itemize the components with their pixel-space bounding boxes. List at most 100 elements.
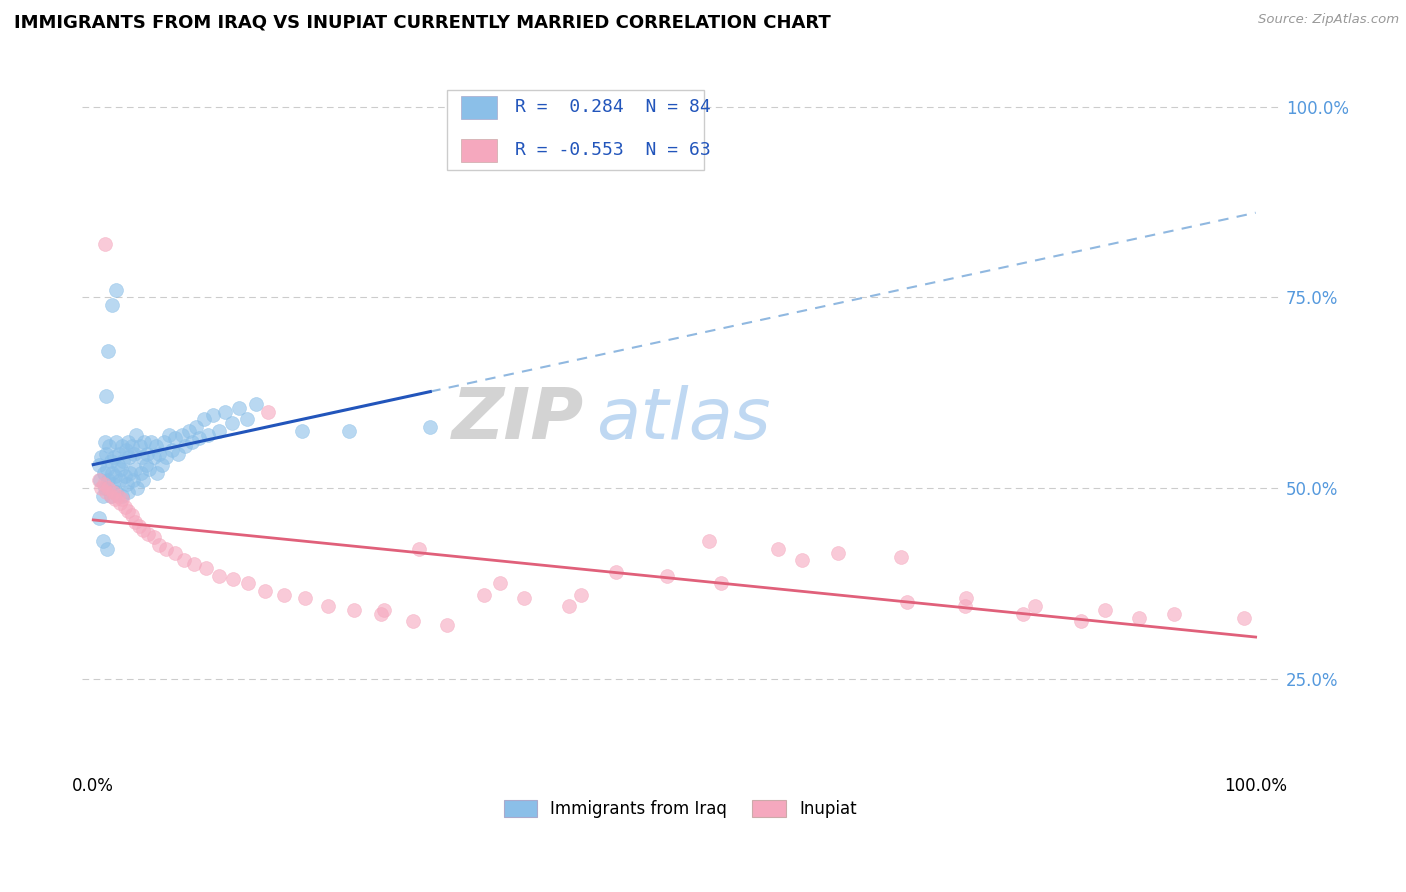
Point: [571, 588, 593, 602]
Point: [93, 466, 115, 480]
Point: [128, 439, 150, 453]
Point: [657, 568, 679, 582]
Point: [90, 481, 112, 495]
Point: [148, 538, 170, 552]
Point: [291, 424, 314, 438]
Point: [163, 431, 186, 445]
Point: [170, 427, 193, 442]
Point: [136, 526, 159, 541]
Text: R = -0.553  N = 63: R = -0.553 N = 63: [515, 141, 711, 160]
Point: [121, 508, 143, 522]
Point: [111, 439, 134, 453]
Point: [373, 603, 395, 617]
Point: [197, 427, 219, 442]
Point: [117, 484, 139, 499]
Point: [557, 599, 579, 613]
Point: [155, 450, 177, 465]
Point: [436, 618, 458, 632]
Point: [316, 599, 339, 613]
Point: [167, 446, 190, 460]
Point: [97, 343, 120, 358]
Point: [173, 553, 195, 567]
Point: [141, 435, 163, 450]
Point: [100, 489, 122, 503]
Point: [955, 591, 977, 606]
Point: [155, 541, 177, 556]
Point: [87, 511, 110, 525]
Point: [1233, 610, 1256, 624]
Point: [97, 481, 120, 495]
Point: [142, 531, 165, 545]
Point: [121, 473, 143, 487]
Point: [114, 442, 136, 457]
Point: [132, 523, 155, 537]
Point: [105, 484, 128, 499]
Point: [104, 492, 127, 507]
Point: [162, 442, 184, 457]
Point: [100, 454, 122, 468]
Point: [145, 439, 167, 453]
Point: [127, 481, 149, 495]
Point: [710, 576, 733, 591]
Point: [183, 557, 205, 571]
Point: [101, 484, 124, 499]
Point: [96, 462, 118, 476]
Point: [101, 466, 124, 480]
Point: [98, 439, 121, 453]
Text: R =  0.284  N = 84: R = 0.284 N = 84: [515, 98, 711, 117]
Point: [342, 603, 364, 617]
Text: ZIP: ZIP: [453, 384, 585, 454]
Point: [184, 420, 207, 434]
Point: [101, 298, 124, 312]
Point: [766, 541, 789, 556]
Point: [117, 504, 139, 518]
Point: [110, 462, 132, 476]
Point: [87, 458, 110, 472]
Point: [111, 489, 134, 503]
Point: [120, 466, 142, 480]
Point: [135, 446, 157, 460]
Point: [245, 397, 267, 411]
Point: [214, 404, 236, 418]
Point: [94, 389, 117, 403]
Point: [142, 450, 165, 465]
Point: [134, 435, 156, 450]
Point: [294, 591, 316, 606]
Point: [108, 473, 131, 487]
Point: [157, 427, 180, 442]
Point: [1012, 607, 1035, 621]
Point: [201, 409, 224, 423]
Point: [408, 541, 430, 556]
Point: [112, 454, 135, 468]
Point: [181, 435, 204, 450]
Point: [90, 450, 112, 465]
Point: [208, 568, 231, 582]
Point: [101, 477, 124, 491]
Point: [128, 519, 150, 533]
Point: [208, 424, 231, 438]
Point: [235, 412, 257, 426]
Point: [115, 477, 138, 491]
Point: [107, 458, 129, 472]
Point: [132, 473, 155, 487]
Text: atlas: atlas: [596, 384, 770, 454]
Point: [87, 473, 110, 487]
Point: [94, 481, 117, 495]
Point: [222, 573, 245, 587]
Point: [97, 473, 120, 487]
Point: [163, 546, 186, 560]
Point: [1024, 599, 1046, 613]
Point: [150, 458, 173, 472]
Point: [472, 588, 495, 602]
Point: [792, 553, 814, 567]
Point: [1070, 615, 1092, 629]
Point: [256, 404, 278, 418]
Point: [108, 496, 131, 510]
Point: [107, 446, 129, 460]
Point: [94, 446, 117, 460]
Point: [91, 534, 114, 549]
Point: [177, 424, 200, 438]
Point: [273, 588, 295, 602]
Point: [221, 416, 243, 430]
Legend: Immigrants from Iraq, Inupiat: Immigrants from Iraq, Inupiat: [498, 793, 863, 825]
